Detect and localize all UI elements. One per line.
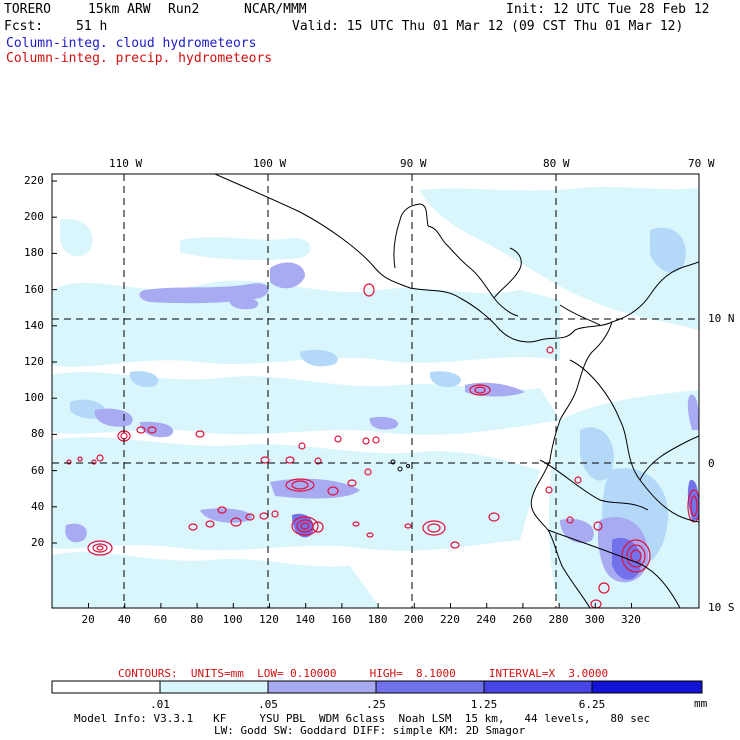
- x-tick-label: 260: [512, 613, 533, 626]
- x-tick-label: 80: [190, 613, 204, 626]
- run-name: Run2: [168, 2, 200, 17]
- x-tick-label: 220: [440, 613, 460, 626]
- org-name: NCAR/MMM: [244, 2, 307, 17]
- x-tick-label: 280: [548, 613, 569, 626]
- axis-ticks: [52, 180, 632, 608]
- latlon-grid: [52, 174, 699, 608]
- model-name: TORERO: [4, 2, 51, 17]
- y-tick-label: 20: [31, 536, 45, 549]
- lon-label: 100 W: [253, 157, 287, 170]
- lon-label: 80 W: [543, 157, 570, 170]
- model-info: Model Info: V3.3.1 KF YSU PBL WDM 6class…: [74, 712, 651, 725]
- plot-frame: [51, 173, 700, 609]
- y-tick-label: 120: [24, 355, 44, 368]
- y-tick-label: 200: [24, 210, 44, 224]
- y-tick-label: 40: [31, 499, 45, 513]
- x-tick-label: 180: [367, 613, 388, 626]
- lat-label: 0: [708, 457, 715, 470]
- colorbar-label: .05: [258, 698, 278, 711]
- x-tick-label: 140: [295, 613, 316, 626]
- x-tick-label: 300: [584, 613, 605, 626]
- y-tick-label: 180: [24, 246, 44, 260]
- x-tick-label: 20: [81, 613, 95, 626]
- x-tick-label: 120: [259, 613, 279, 626]
- colorbar-label: .25: [366, 698, 386, 711]
- cloud-field-title: Column-integ. cloud hydrometeors: [6, 36, 257, 51]
- y-tick-label: 220: [24, 174, 44, 187]
- x-tick-label: 160: [331, 613, 352, 626]
- y-tick-label: 160: [24, 282, 44, 296]
- model-resolution: 15km ARW: [88, 2, 151, 17]
- lat-label: 10 S: [708, 601, 735, 614]
- x-tick-label: 320: [621, 613, 641, 626]
- valid-time: Valid: 15 UTC Thu 01 Mar 12 (09 CST Thu …: [292, 19, 684, 34]
- y-tick-label: 60: [31, 463, 45, 477]
- y-tick-label: 80: [31, 427, 45, 441]
- x-tick-label: 60: [153, 613, 168, 626]
- forecast-hour: 51 h: [76, 19, 108, 34]
- colorbar-unit: mm: [694, 697, 708, 710]
- colorbar-label: 1.25: [470, 698, 498, 711]
- y-tick-label: 140: [24, 318, 44, 332]
- galapagos-islands: [390, 459, 410, 472]
- coastlines: [214, 174, 699, 608]
- physics-info: LW: Godd SW: Goddard DIFF: simple KM: 2D…: [214, 724, 526, 737]
- precip-field-title: Column-integ. precip. hydrometeors: [6, 51, 273, 66]
- precip-contours: [66, 283, 699, 608]
- contour-info: CONTOURS: UNITS=mm LOW= 0.10000 HIGH= 8.…: [118, 667, 609, 680]
- x-tick-label: 100: [222, 613, 243, 626]
- x-tick-label: 200: [403, 613, 424, 626]
- x-tick-label: 40: [117, 613, 131, 626]
- lon-label: 70 W: [688, 157, 715, 170]
- init-time: Init: 12 UTC Tue 28 Feb 12: [506, 2, 710, 17]
- forecast-label: Fcst:: [4, 19, 44, 34]
- y-tick-label: 100: [24, 391, 44, 405]
- colorbar: [51, 680, 703, 694]
- x-tick-label: 240: [476, 613, 497, 626]
- lon-label: 90 W: [400, 157, 427, 170]
- lon-label: 110 W: [109, 157, 143, 170]
- colorbar-label: .01: [150, 698, 170, 711]
- hydrometeor-field: [52, 174, 699, 608]
- colorbar-label: 6.25: [578, 698, 606, 711]
- lat-label: 10 N: [708, 312, 735, 325]
